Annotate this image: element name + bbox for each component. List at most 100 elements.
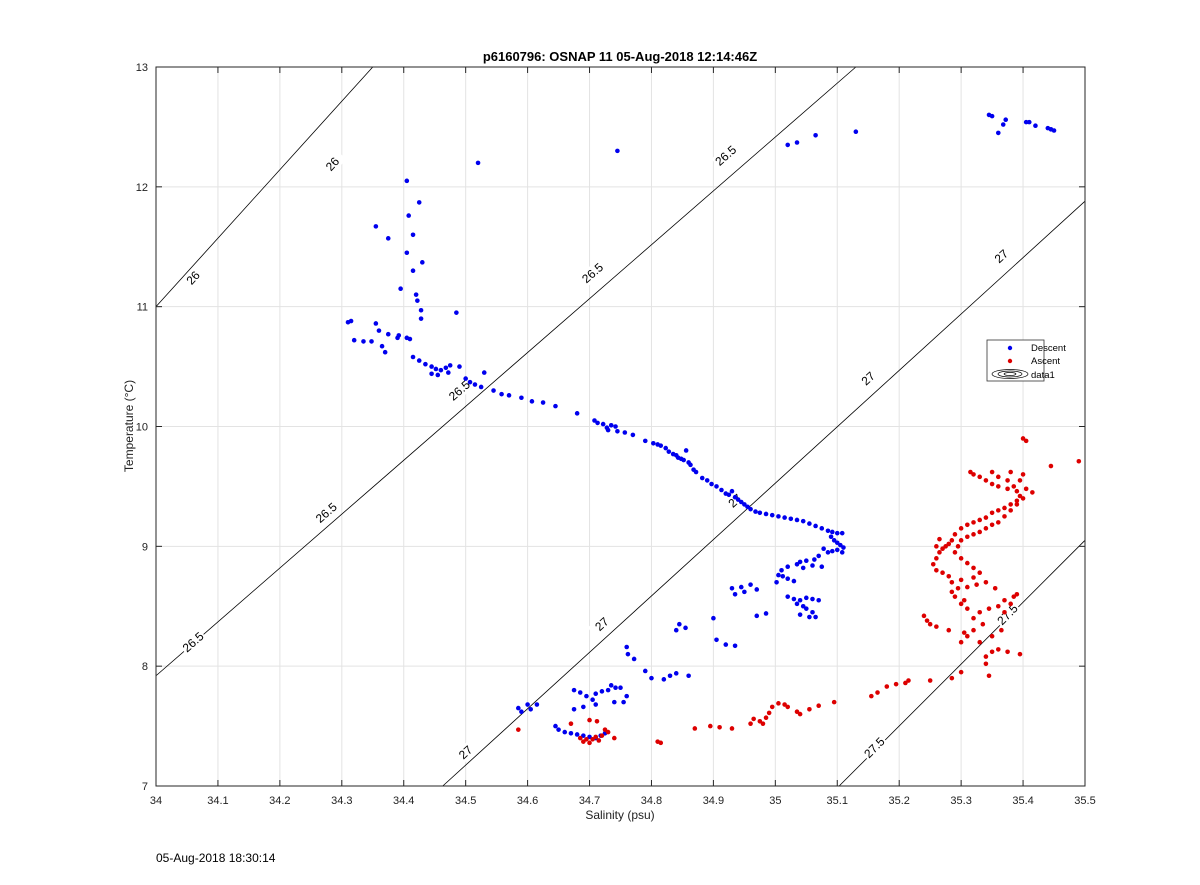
ascent-point (794, 709, 800, 715)
descent-point (491, 388, 496, 393)
descent-point (754, 587, 760, 592)
descent-point (593, 702, 599, 707)
descent-point (438, 367, 444, 373)
descent-point (499, 391, 504, 397)
descent-point (599, 689, 605, 694)
legend-contour-icon (991, 369, 1029, 379)
descent-point (810, 563, 815, 568)
descent-point (410, 354, 416, 360)
x-tick: 34.4 (393, 67, 414, 807)
descent-point (828, 534, 834, 540)
descent-point (726, 492, 732, 498)
descent-point (649, 675, 654, 681)
descent-point (618, 685, 623, 691)
descent-point (553, 403, 558, 409)
descent-point (714, 637, 719, 643)
ascent-point (1020, 436, 1026, 441)
ascent-point (983, 526, 989, 531)
descent-point (714, 484, 719, 489)
ascent-point (769, 704, 775, 710)
descent-point (780, 573, 786, 579)
x-tick: 35.3 (950, 67, 972, 807)
descent-point (791, 596, 797, 602)
descent-point (782, 515, 787, 520)
descent-point (819, 564, 825, 570)
x-tick: 34.5 (455, 67, 476, 807)
descent-point (446, 370, 451, 375)
descent-point (729, 585, 735, 591)
descent-point (732, 643, 738, 649)
x-tick-label: 34.2 (269, 795, 290, 807)
descent-point (574, 411, 580, 416)
descent-point (467, 379, 473, 385)
ascent-point (1008, 508, 1013, 513)
ascent-point (927, 621, 933, 627)
descent-point (816, 597, 821, 603)
descent-point (528, 707, 533, 712)
y-axis-label: Temperature (°C) (122, 380, 136, 472)
ascent-point (568, 721, 574, 726)
descent-point (813, 614, 818, 620)
descent-point (447, 363, 453, 368)
ascent-point (1005, 478, 1010, 483)
ascent-point (1020, 496, 1026, 501)
descent-point (519, 709, 524, 715)
descent-point (785, 564, 791, 570)
descent-point (661, 677, 667, 682)
ascent-point (943, 544, 948, 549)
descent-point (825, 528, 831, 534)
ascent-point (599, 733, 605, 738)
legend-data1-label: data1 (1031, 370, 1055, 381)
ascent-point (1002, 505, 1007, 511)
ascent-point (958, 639, 964, 645)
descent-point (723, 642, 729, 647)
ascent-point (971, 532, 976, 537)
descent-point (624, 693, 629, 699)
descent-point (615, 148, 620, 154)
x-tick-label: 35.5 (1074, 795, 1095, 807)
ascent-point (995, 484, 1001, 489)
descent-point (593, 691, 599, 697)
contour-label-bg (318, 149, 347, 179)
x-tick-label: 35 (769, 795, 781, 807)
descent-point (429, 364, 434, 369)
descent-point (418, 307, 424, 313)
ascent-point (1014, 488, 1020, 494)
descent-point (622, 430, 628, 435)
ascent-point (958, 526, 964, 531)
descent-point (830, 529, 835, 535)
x-tick-label: 35.3 (950, 795, 971, 807)
descent-point (704, 478, 710, 483)
x-tick-label: 34 (150, 795, 162, 807)
descent-point (404, 178, 410, 184)
legend-ascent-label: Ascent (1031, 356, 1060, 367)
density-contour-27 (442, 200, 1086, 787)
descent-point (709, 481, 714, 487)
x-axis-label: Salinity (psu) (585, 808, 654, 822)
ascent-point (1002, 514, 1007, 519)
descent-point (463, 376, 468, 381)
descent-point (624, 644, 629, 650)
x-tick: 35.5 (1074, 67, 1096, 807)
descent-point (748, 582, 753, 587)
descent-point (577, 690, 583, 695)
descent-point (673, 627, 679, 633)
descent-point (738, 584, 744, 590)
descent-point (592, 418, 597, 423)
descent-point (663, 445, 669, 451)
ascent-point (952, 594, 958, 599)
ascent-point (992, 585, 998, 591)
y-tick-label: 11 (137, 302, 148, 314)
ascent-point (1023, 486, 1029, 492)
descent-point (382, 349, 388, 355)
ascent-point (999, 627, 1004, 633)
descent-point (810, 609, 815, 615)
descent-point (729, 488, 735, 494)
ascent-point (1008, 502, 1013, 507)
descent-point (788, 516, 794, 522)
y-tick-label: 12 (136, 182, 148, 194)
descent-point (800, 603, 806, 609)
legend-ascent-marker (1007, 358, 1013, 364)
descent-point (475, 160, 481, 166)
descent-point (658, 443, 664, 448)
